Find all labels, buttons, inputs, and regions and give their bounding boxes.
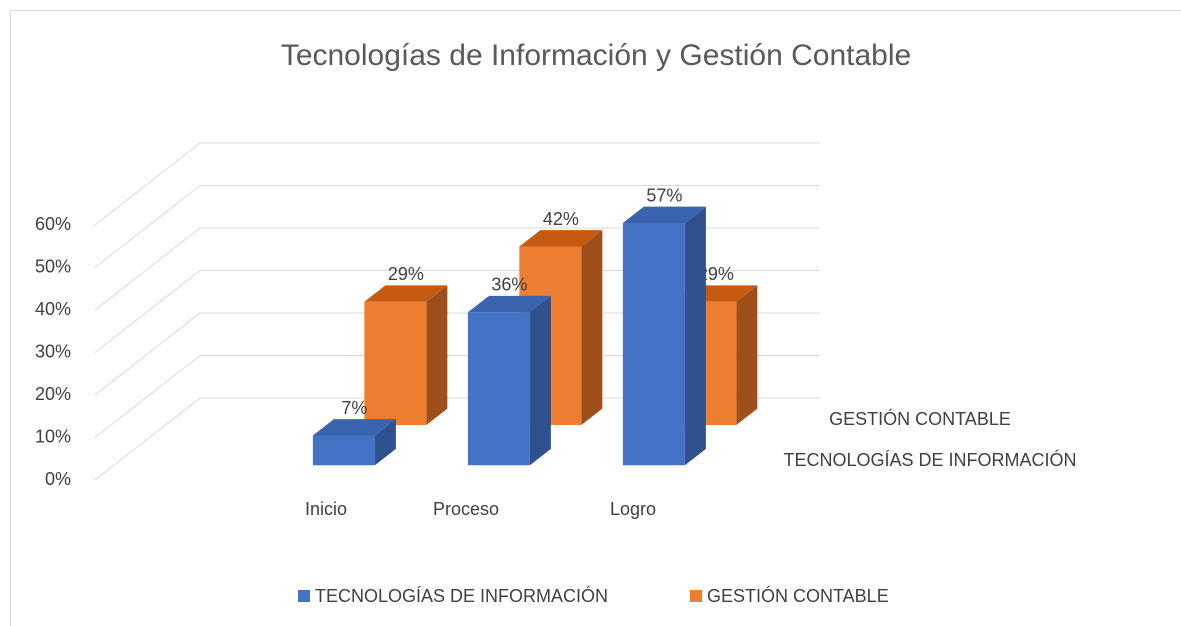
value-label: 7%: [341, 398, 367, 418]
bar-top: [622, 206, 706, 223]
value-label: 29%: [388, 264, 424, 284]
bar: [467, 312, 530, 466]
bar: [364, 301, 427, 426]
y-tick-label: 10%: [35, 426, 71, 446]
grid-line: [94, 397, 201, 481]
y-tick-label: 20%: [35, 384, 71, 404]
y-tick-label: 0%: [45, 469, 71, 489]
grid-line: [94, 227, 201, 311]
bar-top: [364, 285, 448, 302]
x-tick-label: Inicio: [305, 499, 347, 519]
y-tick-label: 30%: [35, 341, 71, 361]
legend-swatch: [690, 590, 702, 602]
grid-line: [94, 142, 201, 226]
bar-top: [467, 295, 551, 313]
value-label: 42%: [543, 209, 579, 229]
chart-title: Tecnologías de Información y Gestión Con…: [281, 39, 911, 72]
y-tick-label: 50%: [35, 256, 71, 276]
y-tick-label: 60%: [35, 214, 71, 234]
legend-label: TECNOLOGÍAS DE INFORMACIÓN: [315, 585, 608, 606]
y-tick-label: 40%: [35, 299, 71, 319]
value-label: 36%: [491, 275, 527, 295]
bar-side: [529, 295, 551, 466]
value-label: 29%: [698, 264, 734, 284]
bar-side: [374, 419, 396, 466]
grid-line: [94, 312, 201, 396]
bar-side: [684, 206, 706, 466]
bar-top: [312, 419, 396, 436]
bar: [622, 222, 685, 466]
value-label: 57%: [646, 185, 682, 205]
legend-label: GESTIÓN CONTABLE: [707, 585, 889, 606]
x-tick-label: Proceso: [433, 499, 499, 519]
bar-side: [426, 285, 448, 426]
grid-line: [94, 355, 201, 438]
bar-side: [581, 230, 603, 426]
bar: [312, 435, 375, 466]
legend-swatch: [298, 590, 310, 602]
x-tick-label: Logro: [610, 499, 656, 519]
depth-label: GESTIÓN CONTABLE: [829, 408, 1011, 429]
grid-line: [94, 185, 201, 268]
bar-top: [519, 230, 603, 247]
depth-label: TECNOLOGÍAS DE INFORMACIÓN: [783, 449, 1076, 470]
bar-side: [736, 285, 758, 426]
grid-line: [94, 270, 201, 353]
